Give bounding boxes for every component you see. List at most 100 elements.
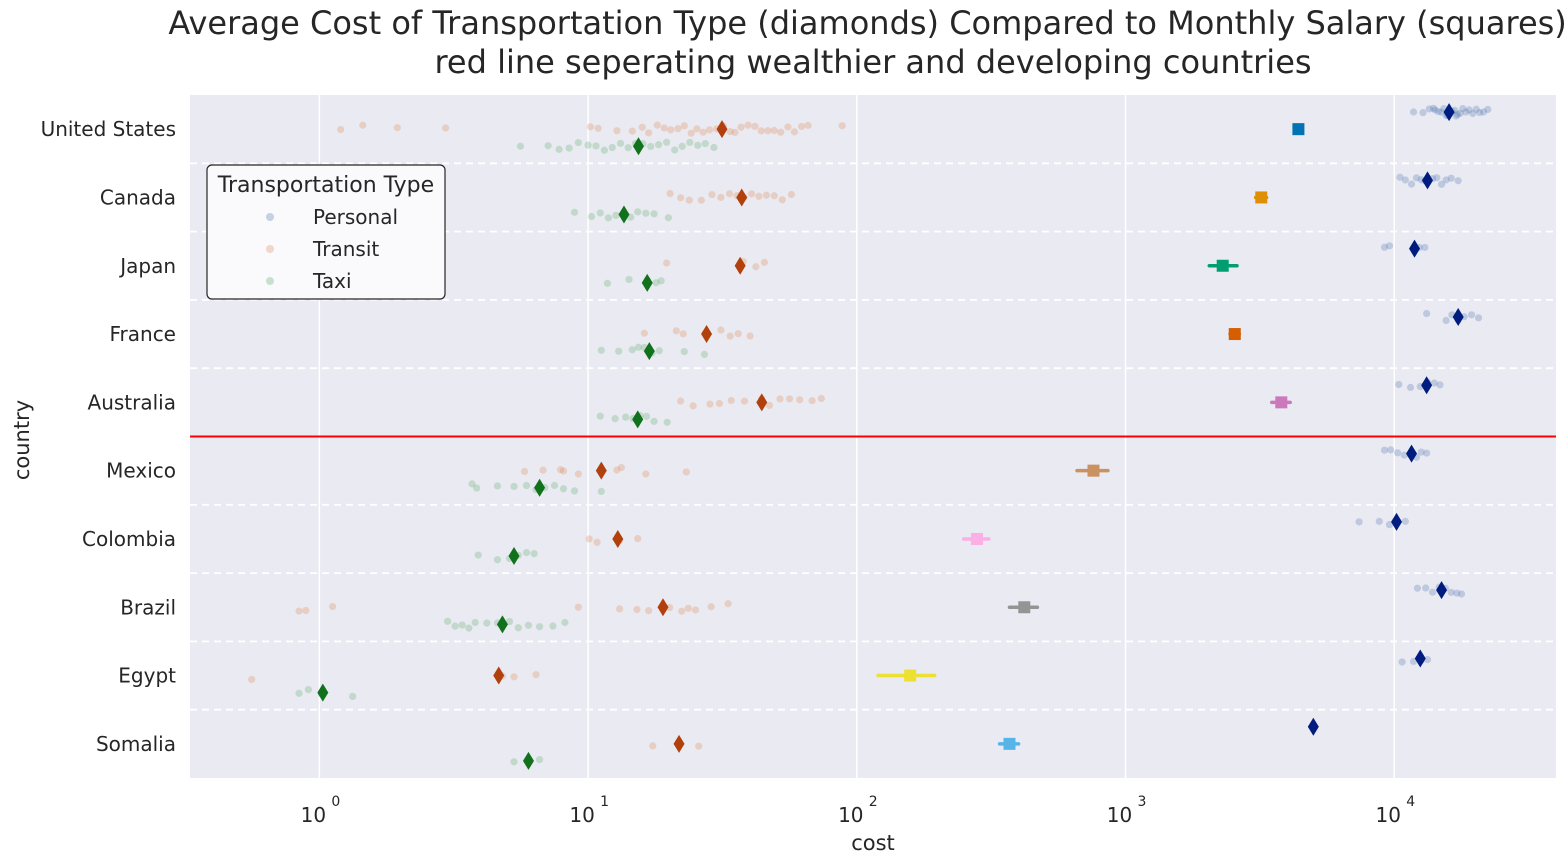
data-point-transit (784, 123, 792, 131)
x-tick-label: 10 (838, 803, 863, 827)
data-point-taxi (550, 481, 559, 490)
data-point-taxi (642, 209, 650, 217)
x-tick-exponent: 0 (331, 794, 340, 810)
mean-diamond-transit (716, 120, 728, 139)
data-point-transit (725, 190, 734, 198)
data-point-personal (1436, 381, 1444, 389)
data-point-taxi (559, 485, 568, 493)
data-point-taxi (663, 418, 671, 426)
data-point-transit (337, 125, 345, 134)
data-point-taxi (700, 350, 709, 359)
y-tick-label: France (109, 322, 176, 346)
data-point-transit (717, 326, 725, 334)
data-point-transit (520, 467, 529, 476)
data-point-transit (674, 125, 682, 133)
data-point-personal (1385, 521, 1394, 529)
data-point-personal (1465, 106, 1473, 114)
data-point-transit (359, 121, 367, 129)
salary-marker (1003, 737, 1016, 750)
data-point-personal (1380, 243, 1389, 251)
data-point-personal (1396, 173, 1404, 181)
mean-diamond-taxi (643, 342, 655, 361)
data-point-transit (586, 123, 595, 131)
data-point-taxi (608, 143, 616, 152)
data-point-transit (797, 122, 806, 131)
mean-diamond-taxi (618, 205, 630, 224)
salary-layer (876, 123, 1305, 750)
mean-diamond-personal (1436, 581, 1448, 600)
mean-diamond-taxi (632, 137, 644, 156)
data-point-transit (677, 194, 685, 202)
data-point-personal (1423, 449, 1431, 457)
data-point-transit (691, 606, 700, 614)
data-point-taxi (647, 142, 655, 151)
mean-diamond-transit (493, 666, 505, 685)
data-point-taxi (678, 142, 686, 150)
x-tick-exponent: 3 (1138, 794, 1147, 810)
salary-marker (1018, 601, 1031, 614)
data-point-personal (1454, 177, 1462, 185)
data-point-personal (1401, 176, 1409, 184)
data-point-transit (633, 606, 641, 614)
data-point-taxi (615, 347, 623, 355)
salary-marker (1275, 396, 1288, 409)
data-point-transit (770, 192, 778, 200)
data-point-taxi (663, 138, 671, 146)
data-point-transit (778, 196, 786, 204)
data-point-taxi (483, 619, 491, 627)
mean-diamond-taxi (522, 751, 534, 770)
data-point-transit (734, 330, 742, 338)
data-point-taxi (634, 208, 642, 216)
data-point-personal (1409, 108, 1418, 116)
data-point-taxi (625, 275, 633, 284)
mean-diamond-taxi (317, 683, 329, 702)
data-point-taxi (652, 279, 660, 287)
data-point-personal (1484, 105, 1492, 114)
data-point-taxi (510, 758, 518, 766)
data-point-transit (755, 192, 763, 200)
data-point-transit (808, 397, 816, 405)
data-point-transit (731, 128, 739, 136)
mean-diamond-transit (734, 256, 746, 275)
data-point-taxi (686, 138, 694, 147)
data-point-personal (1387, 446, 1395, 454)
mean-diamond-taxi (508, 547, 520, 566)
y-tick-labels: United States Canada Japan France Australia M… (41, 117, 177, 756)
data-point-taxi (597, 346, 605, 354)
salary-marker (904, 669, 917, 682)
legend-label-taxi: Taxi (312, 269, 352, 293)
data-point-personal (1467, 311, 1476, 319)
data-point-taxi (522, 481, 531, 490)
data-point-transit (645, 129, 653, 137)
data-point-taxi (522, 549, 531, 557)
legend-marker-transit (266, 245, 274, 253)
mean-diamond-taxi (496, 615, 508, 634)
data-point-transit (707, 603, 715, 611)
data-point-transit (790, 128, 799, 136)
data-point-personal (1423, 309, 1431, 318)
data-point-personal (1453, 110, 1462, 118)
data-point-transit (752, 263, 760, 271)
data-point-taxi (505, 617, 514, 626)
data-point-personal (1452, 112, 1460, 120)
data-point-personal (1442, 176, 1450, 184)
data-point-taxi (657, 277, 665, 285)
salary-marker (1292, 123, 1305, 136)
data-point-personal (1456, 109, 1464, 117)
data-point-taxi (570, 487, 579, 495)
data-point-taxi (603, 279, 612, 287)
data-point-personal (1421, 243, 1429, 252)
data-point-transit (539, 466, 547, 474)
data-point-personal (1385, 242, 1394, 250)
y-axis-label: country (10, 400, 34, 480)
data-point-transit (672, 327, 680, 335)
data-point-personal (1409, 657, 1418, 666)
data-point-taxi (701, 140, 709, 148)
data-point-taxi (468, 480, 476, 488)
data-point-personal (1431, 106, 1439, 114)
data-point-personal (1417, 448, 1425, 456)
data-point-transit (585, 535, 593, 543)
mean-diamond-personal (1406, 444, 1418, 463)
data-point-transit (684, 604, 692, 612)
